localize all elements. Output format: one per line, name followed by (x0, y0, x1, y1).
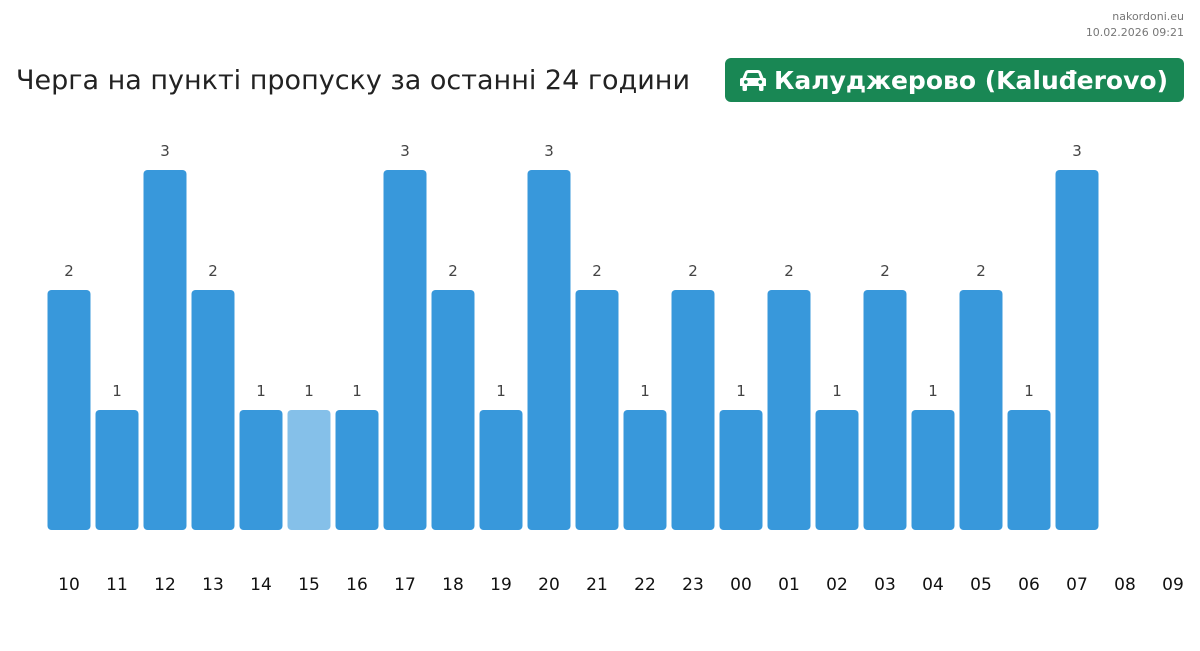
x-tick-label-05: 05 (970, 575, 992, 595)
bar-11[interactable] (95, 410, 139, 530)
bar-18[interactable] (431, 290, 475, 530)
x-tick-label-10: 10 (58, 575, 80, 595)
value-label-21: 2 (592, 262, 602, 280)
value-label-12: 3 (160, 142, 170, 160)
bar-12[interactable] (143, 170, 187, 530)
value-label-02: 1 (832, 382, 842, 400)
bar-16[interactable] (335, 410, 379, 530)
bar-00[interactable] (719, 410, 763, 530)
value-label-13: 2 (208, 262, 218, 280)
x-tick-label-09: 09 (1162, 575, 1184, 595)
value-label-10: 2 (64, 262, 74, 280)
page-title: Черга на пункті пропуску за останні 24 г… (16, 64, 690, 96)
x-tick-label-17: 17 (394, 575, 416, 595)
x-tick-label-02: 02 (826, 575, 848, 595)
bar-13[interactable] (191, 290, 235, 530)
value-label-23: 2 (688, 262, 698, 280)
car-icon (740, 70, 766, 91)
value-label-19: 1 (496, 382, 506, 400)
bar-17[interactable] (383, 170, 427, 530)
bar-10[interactable] (47, 290, 91, 530)
x-tick-label-04: 04 (922, 575, 944, 595)
value-label-00: 1 (736, 382, 746, 400)
checkpoint-label: Калуджерово (Kaluđerovo) (774, 65, 1168, 95)
value-label-01: 2 (784, 262, 794, 280)
x-tick-label-03: 03 (874, 575, 896, 595)
value-label-04: 1 (928, 382, 938, 400)
x-tick-label-16: 16 (346, 575, 368, 595)
value-label-22: 1 (640, 382, 650, 400)
bar-21[interactable] (575, 290, 619, 530)
x-tick-label-20: 20 (538, 575, 560, 595)
x-tick-label-18: 18 (442, 575, 464, 595)
bar-14[interactable] (239, 410, 283, 530)
bar-15[interactable] (287, 410, 331, 530)
x-tick-label-06: 06 (1018, 575, 1040, 595)
x-tick-label-08: 08 (1114, 575, 1136, 595)
value-label-05: 2 (976, 262, 986, 280)
x-tick-label-00: 00 (730, 575, 752, 595)
value-label-17: 3 (400, 142, 410, 160)
x-tick-label-13: 13 (202, 575, 224, 595)
value-label-07: 3 (1072, 142, 1082, 160)
x-tick-label-07: 07 (1066, 575, 1088, 595)
value-label-14: 1 (256, 382, 266, 400)
x-tick-label-12: 12 (154, 575, 176, 595)
x-tick-label-14: 14 (250, 575, 272, 595)
value-label-15: 1 (304, 382, 314, 400)
bar-04[interactable] (911, 410, 955, 530)
site-info: nakordoni.eu 10.02.2026 09:21 (1086, 9, 1184, 41)
bar-05[interactable] (959, 290, 1003, 530)
bar-20[interactable] (527, 170, 571, 530)
checkpoint-badge[interactable]: Калуджерово (Kaluđerovo) (725, 58, 1184, 102)
value-label-03: 2 (880, 262, 890, 280)
bar-03[interactable] (863, 290, 907, 530)
value-label-06: 1 (1024, 382, 1034, 400)
x-tick-label-21: 21 (586, 575, 608, 595)
bar-06[interactable] (1007, 410, 1051, 530)
value-label-16: 1 (352, 382, 362, 400)
title-row: Черга на пункті пропуску за останні 24 г… (16, 58, 1184, 102)
x-tick-label-19: 19 (490, 575, 512, 595)
timestamp: 10.02.2026 09:21 (1085, 26, 1184, 39)
x-tick-label-01: 01 (778, 575, 800, 595)
bar-23[interactable] (671, 290, 715, 530)
x-tick-label-22: 22 (634, 575, 656, 595)
bar-01[interactable] (767, 290, 811, 530)
x-tick-label-23: 23 (682, 575, 704, 595)
site-name: nakordoni.eu (1112, 10, 1184, 23)
x-tick-label-11: 11 (106, 575, 128, 595)
bar-02[interactable] (815, 410, 859, 530)
value-label-11: 1 (112, 382, 122, 400)
x-tick-label-15: 15 (298, 575, 320, 595)
bar-07[interactable] (1055, 170, 1099, 530)
bar-22[interactable] (623, 410, 667, 530)
value-label-20: 3 (544, 142, 554, 160)
value-label-18: 2 (448, 262, 458, 280)
bar-19[interactable] (479, 410, 523, 530)
